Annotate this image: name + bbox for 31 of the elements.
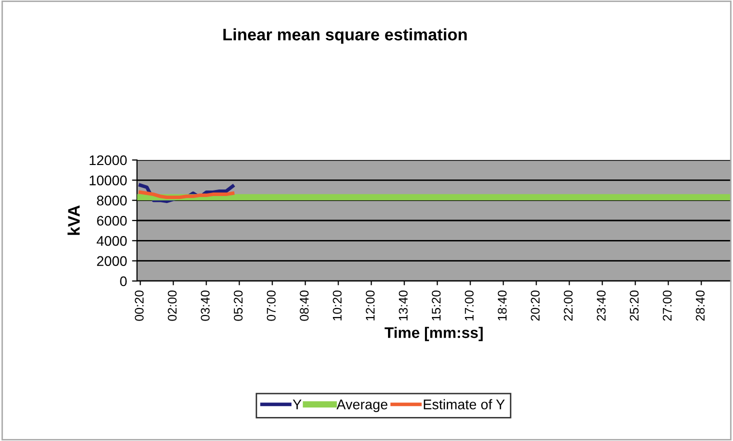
legend-label: Average (336, 400, 388, 412)
legend-label: Estimate of Y (424, 399, 505, 410)
x-tick-label: 20:20 (530, 290, 540, 321)
x-tick-label: 23:40 (596, 290, 606, 321)
x-tick-label: 15:20 (432, 290, 441, 320)
x-tick-label: 13:40 (398, 290, 408, 320)
y-tick-label: 0 (120, 276, 127, 286)
y-tick-label: 4000 (96, 236, 127, 246)
x-tick-label: 05:20 (234, 290, 243, 321)
x-tick-label: 17:00 (464, 290, 474, 320)
chart-title: Linear mean square estimation (223, 28, 467, 44)
y-tick-label: 2000 (97, 256, 127, 266)
y-tick-label: 10000 (90, 176, 127, 186)
x-tick-label: 12:00 (366, 290, 375, 320)
x-tick-label: 07:00 (266, 290, 276, 321)
x-tick-label: 22:00 (564, 290, 573, 321)
x-tick-label: 25:20 (630, 290, 639, 321)
x-tick-label: 00:20 (134, 290, 144, 321)
y-tick-label: 12000 (90, 155, 127, 166)
x-tick-label: 08:40 (300, 290, 309, 321)
y-tick-label: 8000 (96, 196, 127, 206)
x-axis-title: Time [mm:ss] (384, 326, 483, 342)
x-tick-label: 10:20 (332, 290, 342, 320)
x-tick-label: 03:40 (200, 290, 210, 321)
x-tick-label: 28:40 (696, 290, 705, 321)
x-tick-label: 02:00 (168, 290, 177, 321)
x-tick-label: 18:40 (498, 290, 507, 320)
legend-label: Y (292, 400, 302, 410)
y-axis-title: kVA (68, 205, 80, 235)
y-tick-label: 6000 (97, 216, 127, 226)
x-tick-label: 27:00 (662, 290, 672, 321)
